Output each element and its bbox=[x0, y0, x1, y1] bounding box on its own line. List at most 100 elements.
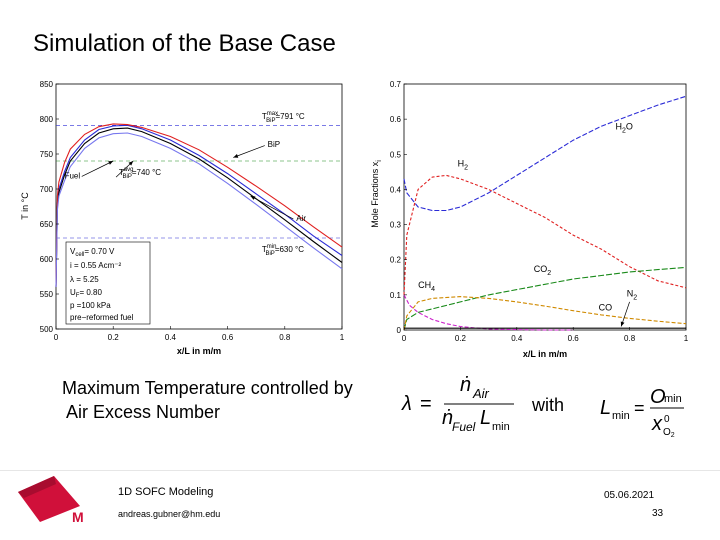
x-superscript: 0 bbox=[664, 414, 670, 425]
bip-arrow-head bbox=[233, 154, 239, 158]
series-h2o-line bbox=[403, 95, 687, 212]
y-tick-label: 0.1 bbox=[390, 291, 402, 300]
tavg-arrow-head bbox=[128, 161, 134, 166]
tavg-sup: avg bbox=[124, 167, 134, 173]
footer-title: 1D SOFC Modeling bbox=[118, 486, 214, 498]
with-label: with bbox=[532, 395, 565, 415]
lambda-symbol: λ bbox=[401, 393, 412, 415]
y-tick-label: 0.3 bbox=[390, 221, 402, 230]
y-tick-label: 850 bbox=[40, 80, 54, 89]
param-uf: UF= 0.80 bbox=[70, 288, 102, 299]
tmax-annotation: Tmax BiP=791 °C bbox=[262, 111, 305, 124]
x-tick-label: 0.2 bbox=[108, 333, 120, 342]
footer-page-number: 33 bbox=[652, 508, 664, 519]
y-tick-label: 0.7 bbox=[390, 80, 402, 89]
temperature-x-axis-label: x/L in m/m bbox=[177, 346, 221, 356]
l-min-subscript: min bbox=[492, 421, 510, 433]
series-fuel-line bbox=[55, 123, 343, 288]
fuel-arrow bbox=[81, 160, 114, 177]
fuel-subscript: Fuel bbox=[452, 420, 476, 434]
lmin-formula: L min = O min x 0 O2 bbox=[600, 386, 684, 439]
co2-label: CO2 bbox=[534, 264, 552, 277]
o-min-subscript: min bbox=[664, 393, 682, 405]
fuel-label: Fuel bbox=[65, 172, 81, 181]
mole-fraction-chart: 0 0.2 0.4 0.6 0.8 1 0 0.1 0.2 0.3 0.4 0.5 0.6 0.7 x/L… bbox=[370, 80, 689, 359]
y-tick-label: 0 bbox=[397, 326, 402, 335]
y-tick-label: 550 bbox=[40, 290, 54, 299]
parameter-box: Vcell= 0.70 V i = 0.55 Acm⁻² λ = 5.25 UF… bbox=[65, 241, 151, 325]
lambda-equals: = bbox=[420, 393, 432, 415]
lmin-equals: = bbox=[634, 398, 645, 418]
slide-title: Simulation of the Base Case bbox=[33, 30, 336, 57]
n2-label: N2 bbox=[627, 289, 638, 302]
tavg-rest: =740 °C bbox=[132, 168, 161, 177]
tmin-sub: BiP bbox=[265, 251, 274, 257]
tmin-sup: min bbox=[267, 244, 277, 250]
param-fuel-type: pre−reformed fuel bbox=[70, 313, 134, 322]
temperature-chart: 0 0.2 0.4 0.6 0.8 1 500 550 600 650 700 750 800 850 x… bbox=[20, 80, 345, 356]
footer-divider bbox=[0, 470, 720, 471]
x-subscript: O2 bbox=[663, 427, 675, 439]
tmin-main: T bbox=[262, 245, 267, 254]
mole-fraction-plot-frame bbox=[403, 83, 687, 331]
x-tick-label: 0 bbox=[54, 333, 59, 342]
series-air-line bbox=[55, 127, 343, 288]
hm-logo: M bbox=[18, 476, 84, 525]
n-air: ṅ bbox=[460, 374, 471, 396]
series-co2-line bbox=[403, 266, 687, 331]
x-o2: x bbox=[651, 413, 663, 435]
h2-label: H2 bbox=[458, 159, 469, 172]
x-tick-label: 0.4 bbox=[511, 334, 523, 343]
param-pressure: p =100 kPa bbox=[70, 301, 111, 310]
co-label: CO bbox=[599, 303, 613, 313]
y-tick-label: 650 bbox=[40, 220, 54, 229]
temperature-y-axis-label: T in °C bbox=[20, 192, 30, 220]
n2-arrow-head bbox=[620, 321, 625, 327]
series-h2-line bbox=[403, 174, 687, 295]
series-line-3-line bbox=[55, 132, 343, 288]
param-lambda: λ = 5.25 bbox=[70, 275, 99, 284]
hm-logo-shade bbox=[18, 476, 56, 498]
x-tick-label: 0.6 bbox=[568, 334, 580, 343]
series-ch4-line bbox=[403, 294, 574, 331]
tmin-rest: =630 °C bbox=[275, 245, 304, 254]
air-arrow-head bbox=[250, 196, 256, 200]
parameter-box-frame bbox=[65, 241, 151, 325]
tmax-sup: max bbox=[267, 111, 278, 117]
y-tick-label: 750 bbox=[40, 150, 54, 159]
lmin-l-subscript: min bbox=[612, 410, 630, 422]
x-tick-label: 1 bbox=[340, 333, 345, 342]
l-min: L bbox=[480, 407, 491, 429]
x-tick-label: 0.8 bbox=[279, 333, 291, 342]
x-tick-label: 0.6 bbox=[222, 333, 234, 342]
y-tick-label: 0.5 bbox=[390, 150, 402, 159]
x-tick-label: 0.8 bbox=[624, 334, 636, 343]
y-tick-label: 0.6 bbox=[390, 115, 402, 124]
tmax-main: T bbox=[262, 112, 267, 121]
n-fuel: ṅ bbox=[442, 407, 453, 429]
y-tick-label: 600 bbox=[40, 255, 54, 264]
y-tick-label: 500 bbox=[40, 325, 54, 334]
tmax-rest: =791 °C bbox=[275, 112, 304, 121]
series-bip-line bbox=[55, 124, 343, 288]
caption: Maximum Temperature controlled by Air Ex… bbox=[62, 376, 353, 424]
o-min: O bbox=[650, 386, 666, 408]
ch4-label: CH4 bbox=[418, 280, 435, 293]
lmin-l: L bbox=[600, 397, 611, 419]
fuel-arrow-head bbox=[108, 161, 114, 165]
y-tick-label: 0.4 bbox=[390, 185, 402, 194]
mole-fraction-x-axis-label: x/L in m/m bbox=[523, 349, 567, 359]
tavg-sub: BiP bbox=[122, 174, 131, 180]
mole-fraction-y-axis-label: Mole Fractions xi bbox=[370, 160, 383, 228]
x-tick-label: 1 bbox=[684, 334, 689, 343]
series-co-line bbox=[403, 296, 687, 331]
bip-label: BiP bbox=[268, 140, 280, 149]
caption-line-2: Air Excess Number bbox=[62, 402, 221, 422]
caption-line-1: Maximum Temperature controlled by bbox=[62, 378, 353, 398]
tmax-sub: BiP bbox=[266, 118, 275, 124]
footer-email: andreas.gubner@hm.edu bbox=[118, 509, 221, 519]
y-tick-label: 800 bbox=[40, 115, 54, 124]
air-arrow bbox=[250, 195, 294, 220]
h2o-label: H2O bbox=[616, 122, 633, 135]
y-tick-label: 0.2 bbox=[390, 256, 402, 265]
